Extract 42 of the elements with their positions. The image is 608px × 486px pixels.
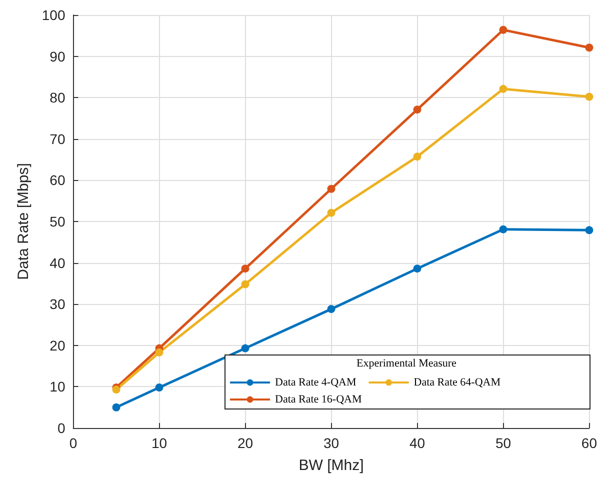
x-tick-label: 20 bbox=[237, 435, 254, 451]
point bbox=[327, 208, 336, 217]
y-tick-label: 50 bbox=[50, 214, 66, 230]
y-axis-title: Data Rate [Mbps] bbox=[15, 163, 32, 280]
x-tick-label: 60 bbox=[581, 435, 598, 451]
point bbox=[585, 226, 594, 234]
y-tick-label: 0 bbox=[57, 420, 66, 436]
x-tick-label: 0 bbox=[69, 435, 78, 451]
y-tick-label: 20 bbox=[50, 337, 66, 354]
x-tick-label: 30 bbox=[323, 435, 340, 451]
legend-label: Data Rate 16-QAM bbox=[275, 394, 362, 406]
point bbox=[241, 344, 250, 352]
legend-title: Experimental Measure bbox=[356, 358, 457, 370]
point bbox=[155, 348, 164, 356]
y-tick-label: 10 bbox=[50, 378, 66, 395]
y-tick-label: 80 bbox=[50, 90, 66, 106]
y-tick-label: 40 bbox=[50, 254, 66, 271]
y-tick-label: 60 bbox=[50, 172, 66, 188]
point bbox=[413, 264, 422, 273]
point bbox=[413, 152, 422, 161]
point bbox=[155, 384, 164, 392]
y-tick-label: 100 bbox=[42, 7, 66, 23]
point bbox=[499, 84, 508, 93]
point bbox=[585, 92, 594, 101]
point bbox=[499, 26, 508, 34]
x-tick-label: 40 bbox=[409, 435, 426, 451]
point bbox=[413, 106, 422, 114]
y-tick-label: 70 bbox=[50, 130, 66, 147]
y-tick-label: 30 bbox=[50, 296, 66, 312]
point bbox=[241, 280, 250, 288]
y-tick-label: 90 bbox=[50, 48, 66, 64]
legend-label: Data Rate 64-QAM bbox=[414, 376, 501, 388]
point bbox=[585, 44, 594, 52]
point bbox=[327, 184, 336, 193]
x-tick-label: 10 bbox=[151, 435, 168, 451]
x-axis-title: BW [Mhz] bbox=[298, 457, 364, 474]
point bbox=[327, 305, 336, 314]
legend-label: Data Rate 4-QAM bbox=[275, 376, 356, 388]
point bbox=[241, 264, 250, 273]
point bbox=[112, 403, 120, 412]
x-tick-label: 50 bbox=[495, 435, 512, 451]
point bbox=[499, 225, 508, 234]
